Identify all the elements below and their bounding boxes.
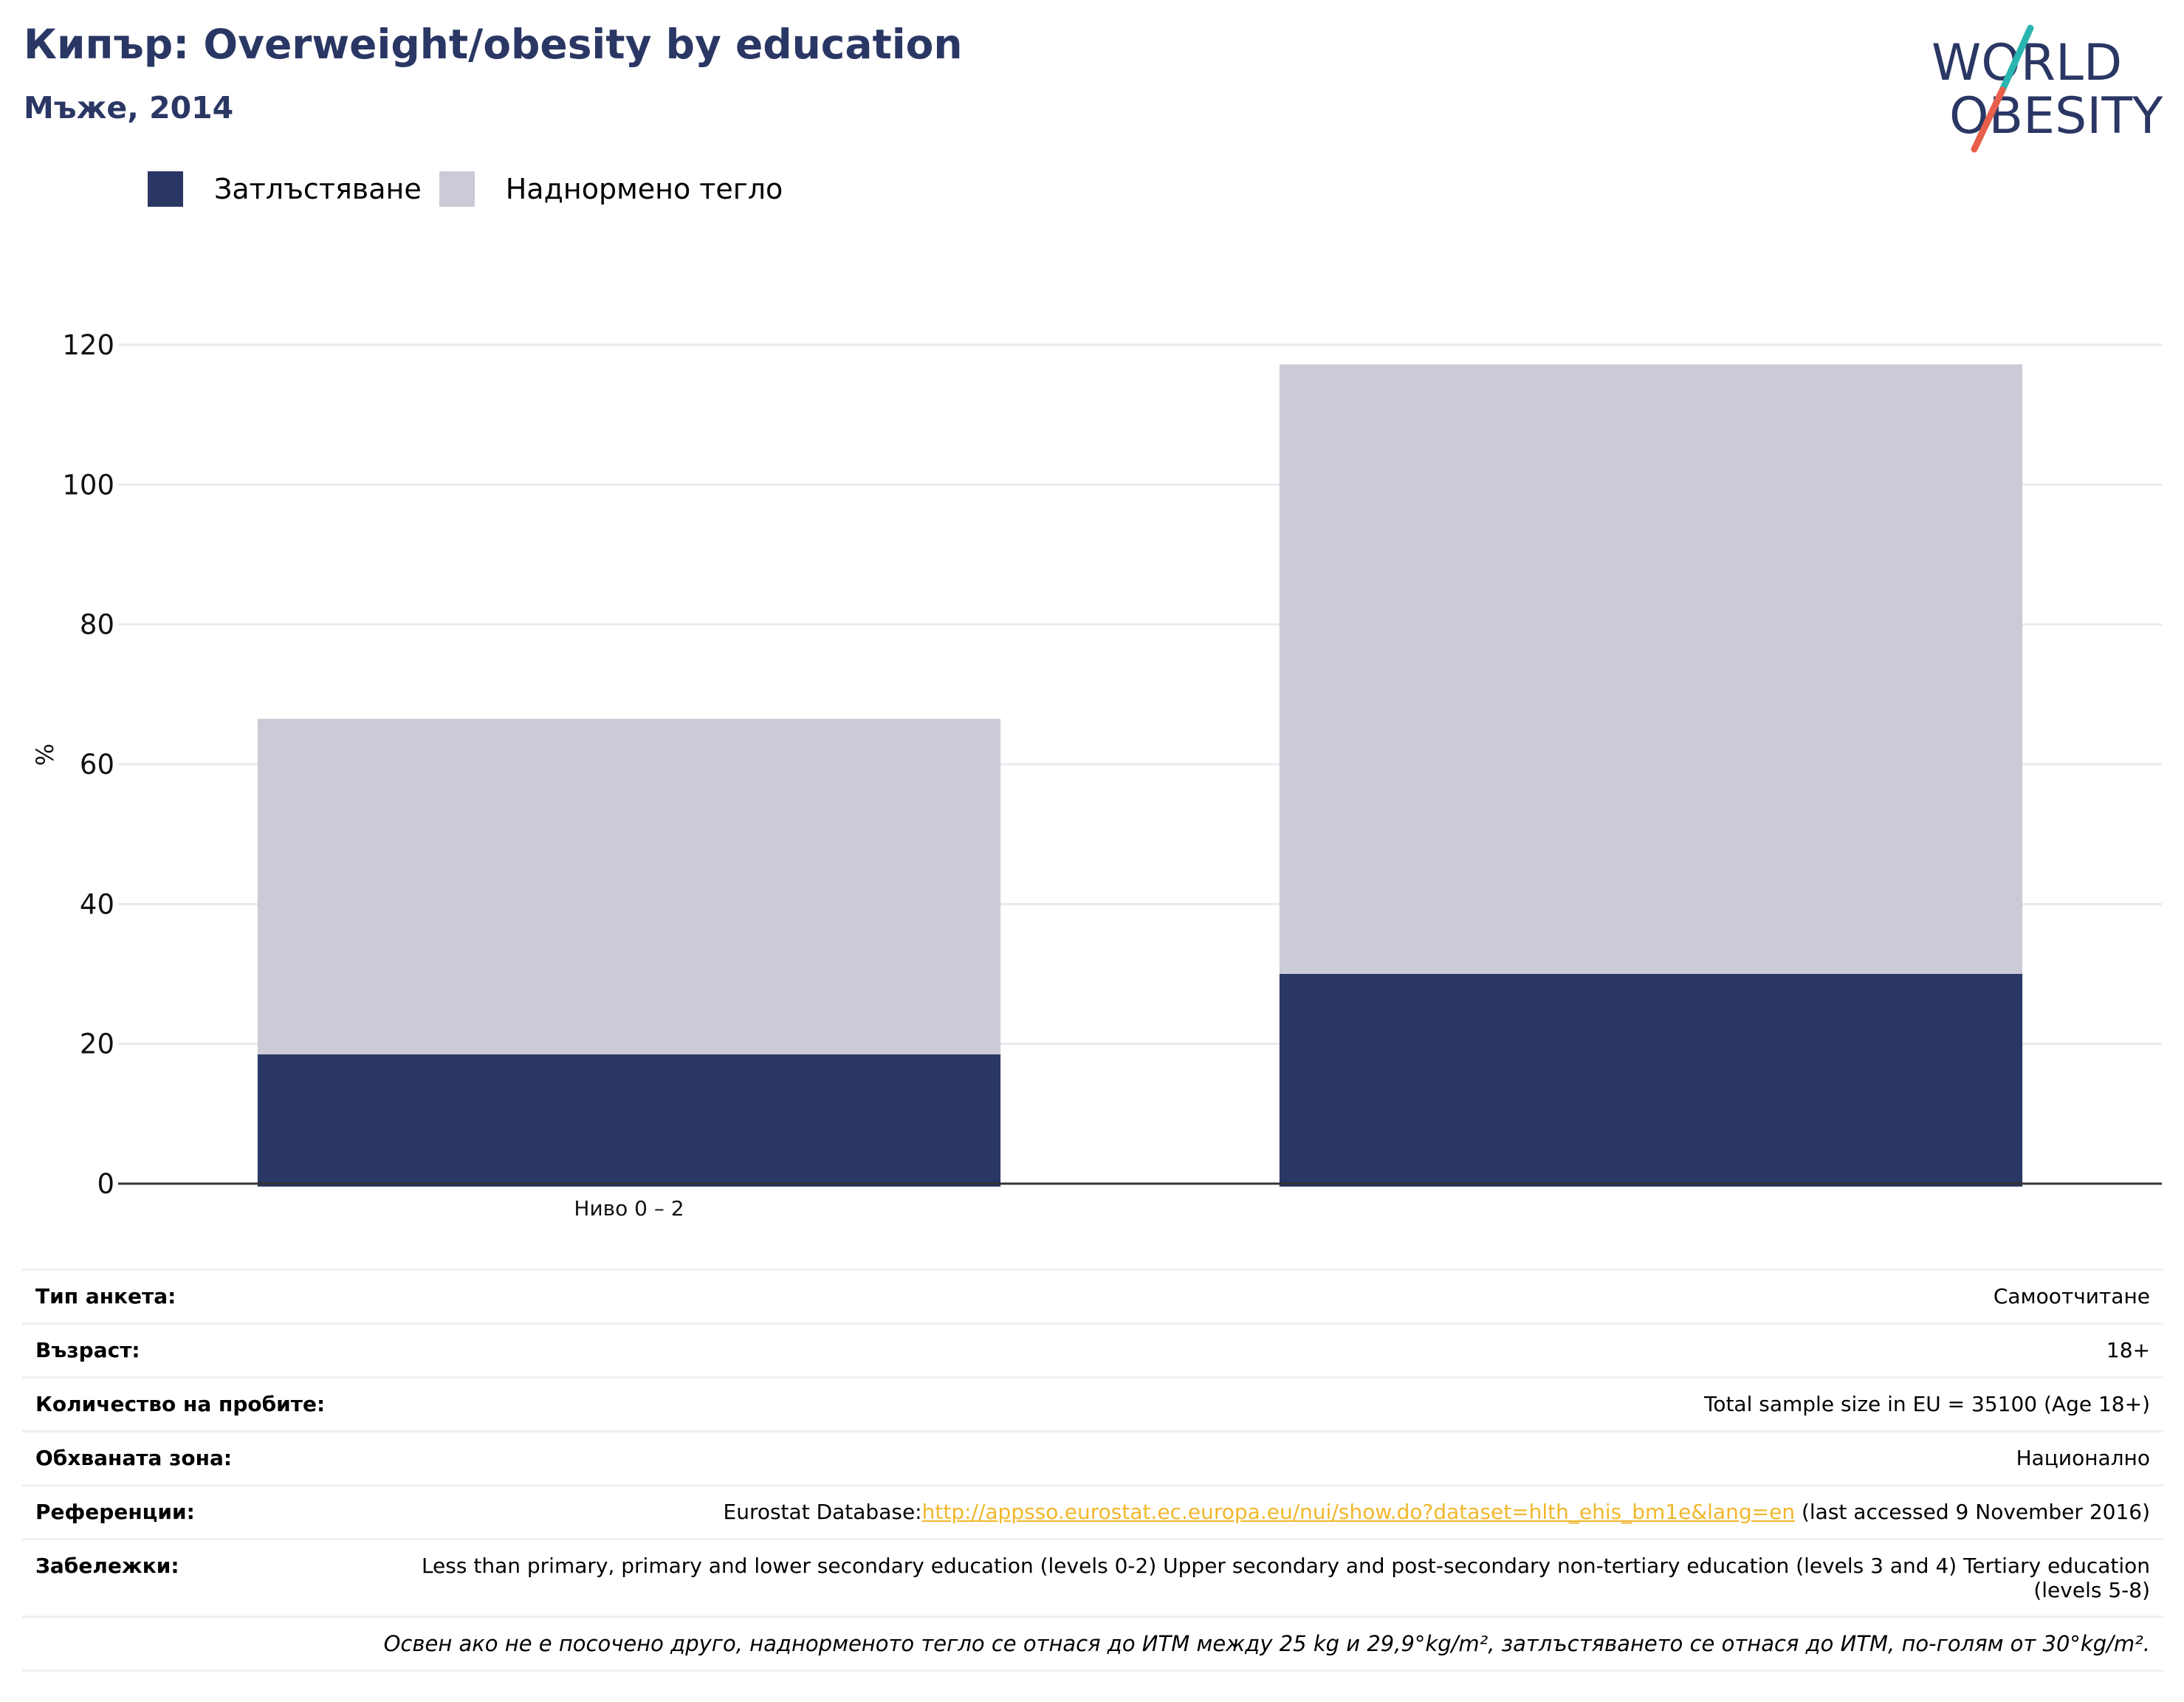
y-tick-label: 60 [80,749,114,780]
page-title: Кипър: Overweight/obesity by education [24,21,963,68]
info-row-sample-size: Количество на пробите: Total sample size… [22,1376,2163,1430]
info-label: Тип анкета: [35,1284,176,1308]
y-tick-label: 80 [80,609,114,641]
chart-legend: Затлъстяване Наднормено тегло [148,171,800,207]
y-tick-label: 20 [80,1029,114,1060]
info-label: Количество на пробите: [35,1392,326,1416]
info-value: Самоотчитане [1993,1284,2150,1308]
reference-prefix: Eurostat Database: [723,1500,922,1524]
legend-label-overweight: Наднормено тегло [505,173,783,205]
y-tick-label: 120 [62,329,114,361]
info-value: Less than primary, primary and lower sec… [421,1554,2150,1602]
legend-item-obesity[interactable]: Затлъстяване [148,171,422,207]
footnote: Освен ако не е посочено друго, наднормен… [22,1616,2163,1672]
legend-label-obesity: Затлъстяване [214,173,422,205]
bar-segment [257,718,1001,1054]
info-row-area: Обхваната зона: Национално [22,1430,2163,1484]
x-tick-label: Ниво 0 – 2 [574,1196,684,1221]
y-tick-label: 40 [80,888,114,920]
info-value: Национално [2016,1446,2150,1470]
info-label: Възраст: [35,1338,140,1362]
info-label: Забележки: [35,1554,179,1578]
info-value: Total sample size in EU = 35100 (Age 18+… [1703,1392,2150,1416]
y-tick-label: 0 [97,1168,114,1200]
info-label: Обхваната зона: [35,1446,233,1470]
y-axis-label: % [31,744,59,766]
bar-segment [1279,974,2023,1187]
info-value: Eurostat Database:http://appsso.eurostat… [724,1500,2151,1524]
reference-suffix: (last accessed 9 November 2016) [1795,1500,2150,1524]
y-tick-label: 100 [62,469,114,501]
info-row-age: Възраст: 18+ [22,1322,2163,1376]
info-label: Референции: [35,1500,195,1524]
info-table: Тип анкета: Самоотчитане Възраст: 18+ Ко… [22,1269,2163,1672]
world-obesity-logo: WORLD OBESITY [1931,24,2163,153]
info-row-references: Референции: Eurostat Database:http://app… [22,1484,2163,1538]
info-row-notes: Забележки: Less than primary, primary an… [22,1538,2163,1616]
legend-item-overweight[interactable]: Наднормено тегло [439,171,783,207]
legend-swatch-overweight [439,171,475,207]
bar-segment [257,1054,1001,1187]
info-row-survey-type: Тип анкета: Самоотчитане [22,1269,2163,1322]
reference-link[interactable]: http://appsso.eurostat.ec.europa.eu/nui/… [921,1500,1796,1524]
logo-line2: OBESITY [1949,87,2163,145]
legend-swatch-obesity [148,171,183,207]
bar-chart: 0 20 40 60 80 100 120% Ниво 0 – 2 [31,329,2162,1221]
info-value: 18+ [2106,1338,2150,1362]
bar-segment [1279,364,2023,974]
page-subtitle: Мъже, 2014 [24,90,234,126]
